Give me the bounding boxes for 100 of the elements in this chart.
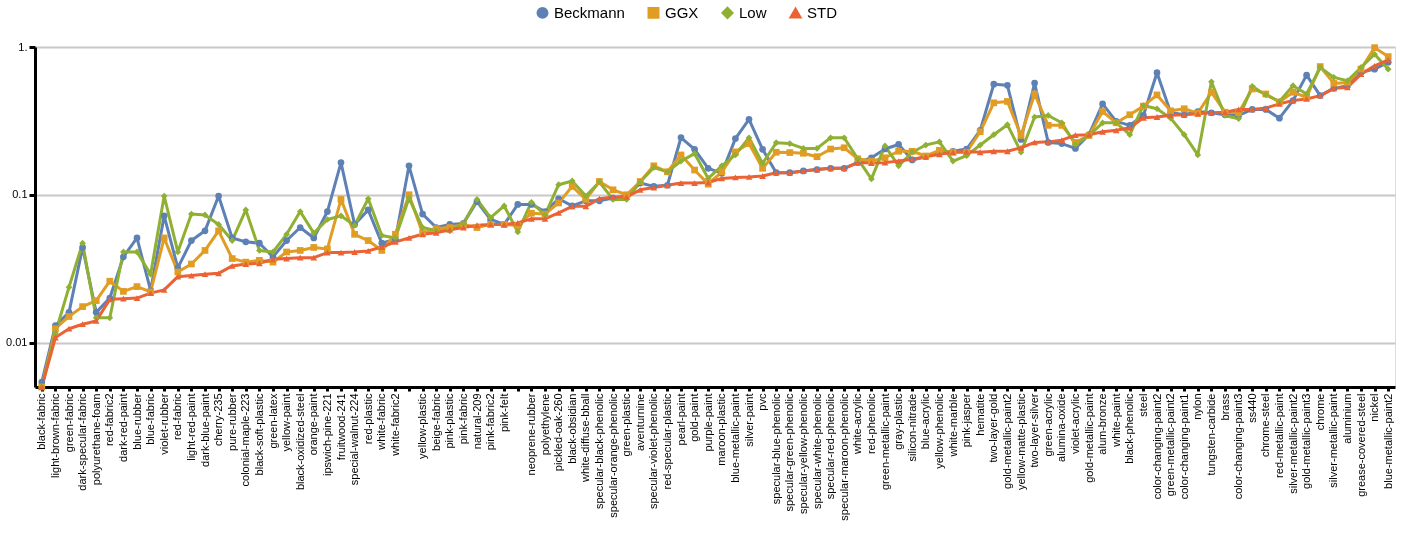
x-tick-label: pink-felt [497,393,510,433]
x-tick-label: specular-red-phenolic [824,393,837,500]
x-tick-label: gold-metallic-paint3 [1300,393,1313,489]
x-tick-label: red-plastic [361,393,374,445]
x-tick-label: aventurnine [633,393,646,451]
x-tick-label: two-layer-gold [987,393,1000,463]
x-tick-label: tungsten-carbide [1204,393,1217,476]
x-tick-label: silver-metallic-paint [1327,393,1340,488]
x-tick-label: gold-metallic-paint2 [1000,393,1013,489]
x-tick-label: specular-blue-phenolic [769,393,782,505]
x-tick-label: white-diffuse-bball [579,393,592,483]
x-tick-label: silver-paint [742,393,755,447]
x-tick-label: dark-blue-paint [198,393,211,467]
x-tick-label: dark-red-paint [116,393,129,462]
x-tick-label: pink-plastic [443,393,456,449]
x-tick-label: gold-metallic-paint [1082,393,1095,483]
x-tick-label: white-paint [1109,393,1122,448]
x-tick-label: color-changing-paint1 [1177,393,1190,500]
x-tick-label: white-marble [946,393,959,458]
legend-label: Beckmann [554,3,625,21]
x-tick-label: ipswich-pine-221 [320,393,333,477]
x-tick-label: black-phenolic [1123,393,1136,464]
x-tick-label: natural-209 [470,393,483,450]
x-tick-label: fruitwood-241 [334,393,347,461]
x-tick-label: maroon-plastic [715,393,728,466]
x-tick-label: orange-paint [307,393,320,456]
x-tick-label: specular-black-phenolic [592,393,605,510]
x-tick-label: steel [1136,393,1149,417]
x-tick-label: color-changing-paint3 [1232,393,1245,500]
x-tick-label: chrome [1313,393,1326,431]
x-tick-label: two-layer-silver [1028,393,1041,468]
x-tick-label: blue-acrylic [919,393,932,450]
x-tick-label: alumina-oxide [1055,393,1068,462]
x-tick-label: silver-metallic-paint2 [1286,393,1299,494]
x-tick-label: neoprene-rubber [524,393,537,476]
x-tick-label: pink-fabric2 [484,393,497,451]
x-tick-label: pink-fabric [456,393,469,445]
x-tick-label: blue-rubber [130,393,143,450]
x-tick-label: special-walnut-224 [348,393,361,486]
x-tick-label: chrome-steel [1259,393,1272,458]
x-tick-label: pure-rubber [225,393,238,451]
x-tick-label: grease-covered-steel [1354,393,1367,497]
x-tick-label: purple-paint [701,393,714,452]
x-tick-label: aluminium [1340,393,1353,444]
x-tick-label: cherry-235 [212,393,225,447]
x-tick-label: nylon [1191,393,1204,420]
x-tick-label: red-specular-plastic [660,393,673,490]
x-tick-label: hematite [973,393,986,436]
x-tick-label: red-metallic-paint [1272,393,1285,478]
x-tick-label: specular-white-phenolic [810,393,823,510]
x-tick-label: brass [1218,393,1231,421]
x-tick-label: white-fabric2 [388,393,401,457]
x-tick-label: alum-bronze [1096,393,1109,455]
x-tick-label: blue-metallic-paint2 [1381,393,1394,489]
x-tick-label: black-oxidized-steel [293,393,306,491]
x-tick-label: color-changing-paint2 [1150,393,1163,500]
x-tick-label: specular-yellow-phenolic [796,393,809,514]
x-tick-label: beige-fabric [429,393,442,451]
x-tick-label: specular-violet-phenolic [647,393,660,510]
y-tick-label: 1. [18,40,28,53]
legend-label: STD [807,4,838,22]
x-tick-label: dark-specular-fabric [76,393,89,491]
x-tick-label: yellow-matte-plastic [1014,393,1027,491]
x-tick-label: red-phenolic [864,393,877,455]
x-tick-label: white-fabric [375,393,388,451]
x-tick-label: green-fabric [62,393,75,453]
x-tick-label: colonial-maple-223 [239,393,252,487]
x-tick-label: specular-orange-phenolic [606,393,619,518]
legend-label: GGX [665,3,699,21]
x-tick-label: yellow-paint [280,393,293,452]
x-tick-label: green-metallic-paint [878,393,891,491]
x-tick-label: black-fabric [35,393,48,450]
x-tick-label: light-red-paint [184,393,197,461]
x-tick-label: pvc [756,393,769,411]
x-tick-label: silicon-nitrade [905,393,918,462]
x-tick-label: gold-paint [688,393,701,442]
x-tick-label: specular-green-phenolic [783,393,796,512]
x-tick-label: yellow-plastic [416,393,429,459]
x-tick-label: blue-fabric [144,393,157,445]
y-tick-label: 0.1 [12,188,28,201]
x-tick-label: green-acrylic [1041,393,1054,457]
x-tick-label: black-soft-plastic [252,393,265,476]
y-tick-label: 0.01 [6,336,28,349]
x-tick-label: yellow-phenolic [932,393,945,469]
x-tick-label: blue-metallic-paint [728,393,741,483]
x-tick-label: violet-rubber [157,393,170,455]
x-tick-label: ss440 [1245,393,1258,423]
x-tick-label: polyethylene [538,393,551,456]
x-tick-label: green-latex [266,393,279,449]
x-tick-label: nickel [1368,393,1381,422]
x-tick-label: pink-jasper [960,393,973,448]
x-tick-label: green-plastic [620,393,633,457]
x-tick-label: white-acrylic [851,393,864,456]
x-tick-label: red-fabric2 [103,393,116,447]
x-tick-label: gray-plastic [892,393,905,450]
x-tick-label: specular-maroon-phenolic [837,393,850,521]
x-tick-label: polyurethane-foam [89,393,102,486]
x-tick-label: black-obsidian [565,393,578,464]
x-tick-label: red-fabric [171,393,184,440]
x-tick-label: violet-acrylic [1068,393,1081,455]
